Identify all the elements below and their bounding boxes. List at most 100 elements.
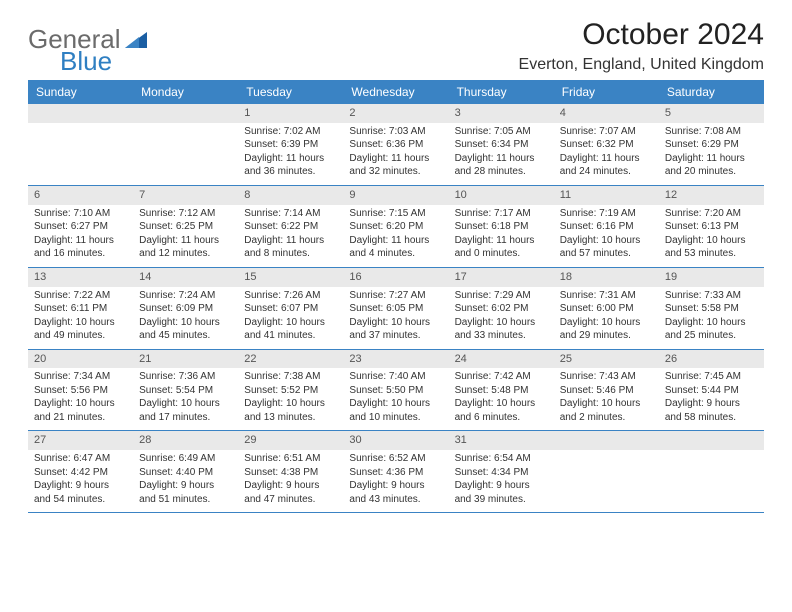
sunset-text: Sunset: 5:46 PM	[560, 384, 653, 398]
day-cell	[659, 431, 764, 512]
day-body: Sunrise: 7:33 AMSunset: 5:58 PMDaylight:…	[659, 289, 764, 349]
day-body: Sunrise: 7:36 AMSunset: 5:54 PMDaylight:…	[133, 370, 238, 430]
sunset-text: Sunset: 6:34 PM	[455, 138, 548, 152]
day-body: Sunrise: 6:49 AMSunset: 4:40 PMDaylight:…	[133, 452, 238, 512]
day-body: Sunrise: 7:34 AMSunset: 5:56 PMDaylight:…	[28, 370, 133, 430]
daylight-text: Daylight: 11 hours and 36 minutes.	[244, 152, 337, 179]
day-number: 20	[28, 350, 133, 369]
day-body	[659, 452, 764, 496]
day-body: Sunrise: 7:43 AMSunset: 5:46 PMDaylight:…	[554, 370, 659, 430]
sunset-text: Sunset: 4:34 PM	[455, 466, 548, 480]
logo-triangle-icon	[125, 32, 147, 53]
day-number: 9	[343, 186, 448, 205]
sunset-text: Sunset: 6:07 PM	[244, 302, 337, 316]
day-cell: 12Sunrise: 7:20 AMSunset: 6:13 PMDayligh…	[659, 186, 764, 267]
day-number: 30	[343, 431, 448, 450]
daylight-text: Daylight: 11 hours and 0 minutes.	[455, 234, 548, 261]
sunrise-text: Sunrise: 7:08 AM	[665, 125, 758, 139]
daylight-text: Daylight: 9 hours and 47 minutes.	[244, 479, 337, 506]
day-number: 13	[28, 268, 133, 287]
day-number: 23	[343, 350, 448, 369]
week-row: 1Sunrise: 7:02 AMSunset: 6:39 PMDaylight…	[28, 104, 764, 186]
day-body: Sunrise: 6:51 AMSunset: 4:38 PMDaylight:…	[238, 452, 343, 512]
day-cell: 11Sunrise: 7:19 AMSunset: 6:16 PMDayligh…	[554, 186, 659, 267]
sunrise-text: Sunrise: 7:29 AM	[455, 289, 548, 303]
sunset-text: Sunset: 6:25 PM	[139, 220, 232, 234]
sunrise-text: Sunrise: 6:51 AM	[244, 452, 337, 466]
sunset-text: Sunset: 6:00 PM	[560, 302, 653, 316]
day-body: Sunrise: 7:29 AMSunset: 6:02 PMDaylight:…	[449, 289, 554, 349]
day-body	[554, 452, 659, 496]
sunset-text: Sunset: 5:58 PM	[665, 302, 758, 316]
day-cell: 14Sunrise: 7:24 AMSunset: 6:09 PMDayligh…	[133, 268, 238, 349]
day-body: Sunrise: 7:17 AMSunset: 6:18 PMDaylight:…	[449, 207, 554, 267]
day-header-row: Sunday Monday Tuesday Wednesday Thursday…	[28, 80, 764, 104]
day-number: 12	[659, 186, 764, 205]
sunset-text: Sunset: 6:20 PM	[349, 220, 442, 234]
sunrise-text: Sunrise: 7:12 AM	[139, 207, 232, 221]
day-header: Sunday	[28, 80, 133, 104]
sunset-text: Sunset: 6:11 PM	[34, 302, 127, 316]
daylight-text: Daylight: 11 hours and 20 minutes.	[665, 152, 758, 179]
day-number	[554, 431, 659, 450]
day-body: Sunrise: 7:24 AMSunset: 6:09 PMDaylight:…	[133, 289, 238, 349]
day-body: Sunrise: 6:54 AMSunset: 4:34 PMDaylight:…	[449, 452, 554, 512]
sunrise-text: Sunrise: 6:49 AM	[139, 452, 232, 466]
day-cell	[133, 104, 238, 185]
day-number: 6	[28, 186, 133, 205]
day-cell: 20Sunrise: 7:34 AMSunset: 5:56 PMDayligh…	[28, 350, 133, 431]
day-number: 2	[343, 104, 448, 123]
sunrise-text: Sunrise: 7:10 AM	[34, 207, 127, 221]
day-cell: 28Sunrise: 6:49 AMSunset: 4:40 PMDayligh…	[133, 431, 238, 512]
sunrise-text: Sunrise: 7:19 AM	[560, 207, 653, 221]
day-cell: 5Sunrise: 7:08 AMSunset: 6:29 PMDaylight…	[659, 104, 764, 185]
day-number: 15	[238, 268, 343, 287]
day-body	[28, 125, 133, 169]
sunrise-text: Sunrise: 7:31 AM	[560, 289, 653, 303]
day-cell: 21Sunrise: 7:36 AMSunset: 5:54 PMDayligh…	[133, 350, 238, 431]
day-cell: 4Sunrise: 7:07 AMSunset: 6:32 PMDaylight…	[554, 104, 659, 185]
sunset-text: Sunset: 6:36 PM	[349, 138, 442, 152]
sunset-text: Sunset: 6:13 PM	[665, 220, 758, 234]
daylight-text: Daylight: 10 hours and 21 minutes.	[34, 397, 127, 424]
daylight-text: Daylight: 10 hours and 37 minutes.	[349, 316, 442, 343]
sunset-text: Sunset: 4:40 PM	[139, 466, 232, 480]
day-cell: 1Sunrise: 7:02 AMSunset: 6:39 PMDaylight…	[238, 104, 343, 185]
day-header: Saturday	[659, 80, 764, 104]
day-number: 1	[238, 104, 343, 123]
daylight-text: Daylight: 10 hours and 29 minutes.	[560, 316, 653, 343]
daylight-text: Daylight: 11 hours and 32 minutes.	[349, 152, 442, 179]
sunrise-text: Sunrise: 6:47 AM	[34, 452, 127, 466]
day-number: 31	[449, 431, 554, 450]
sunrise-text: Sunrise: 7:26 AM	[244, 289, 337, 303]
daylight-text: Daylight: 9 hours and 43 minutes.	[349, 479, 442, 506]
daylight-text: Daylight: 10 hours and 10 minutes.	[349, 397, 442, 424]
day-cell: 13Sunrise: 7:22 AMSunset: 6:11 PMDayligh…	[28, 268, 133, 349]
day-cell: 19Sunrise: 7:33 AMSunset: 5:58 PMDayligh…	[659, 268, 764, 349]
day-number: 25	[554, 350, 659, 369]
day-cell: 25Sunrise: 7:43 AMSunset: 5:46 PMDayligh…	[554, 350, 659, 431]
title-block: October 2024 Everton, England, United Ki…	[519, 18, 764, 74]
day-number	[28, 104, 133, 123]
day-number: 3	[449, 104, 554, 123]
daylight-text: Daylight: 10 hours and 25 minutes.	[665, 316, 758, 343]
day-body: Sunrise: 6:47 AMSunset: 4:42 PMDaylight:…	[28, 452, 133, 512]
day-number: 5	[659, 104, 764, 123]
sunrise-text: Sunrise: 7:45 AM	[665, 370, 758, 384]
daylight-text: Daylight: 9 hours and 58 minutes.	[665, 397, 758, 424]
day-body: Sunrise: 7:12 AMSunset: 6:25 PMDaylight:…	[133, 207, 238, 267]
sunset-text: Sunset: 5:52 PM	[244, 384, 337, 398]
day-number: 18	[554, 268, 659, 287]
day-number	[659, 431, 764, 450]
sunset-text: Sunset: 6:02 PM	[455, 302, 548, 316]
sunrise-text: Sunrise: 7:38 AM	[244, 370, 337, 384]
daylight-text: Daylight: 11 hours and 12 minutes.	[139, 234, 232, 261]
day-cell: 6Sunrise: 7:10 AMSunset: 6:27 PMDaylight…	[28, 186, 133, 267]
day-cell: 26Sunrise: 7:45 AMSunset: 5:44 PMDayligh…	[659, 350, 764, 431]
sunset-text: Sunset: 5:54 PM	[139, 384, 232, 398]
day-number: 10	[449, 186, 554, 205]
sunrise-text: Sunrise: 6:54 AM	[455, 452, 548, 466]
sunset-text: Sunset: 6:32 PM	[560, 138, 653, 152]
day-number: 29	[238, 431, 343, 450]
sunset-text: Sunset: 4:42 PM	[34, 466, 127, 480]
